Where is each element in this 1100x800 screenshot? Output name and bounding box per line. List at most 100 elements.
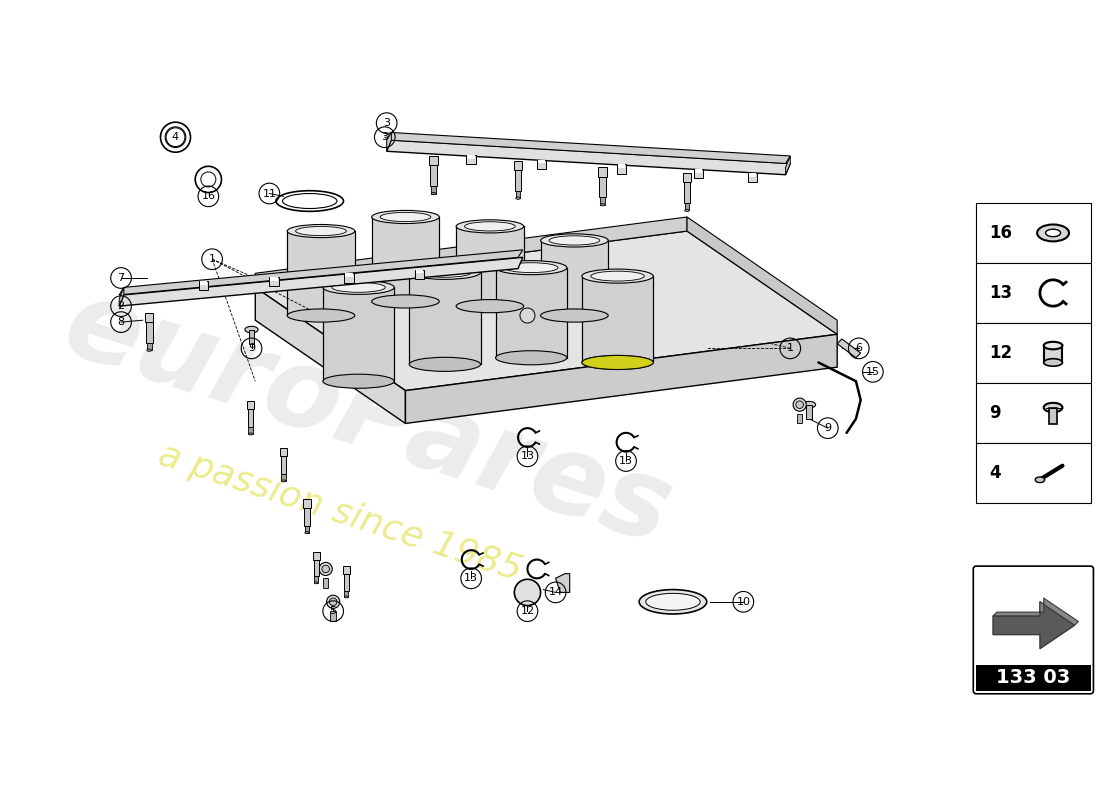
Text: 133 03: 133 03 bbox=[997, 668, 1070, 687]
Bar bbox=[748, 173, 758, 182]
Text: 14: 14 bbox=[549, 587, 563, 598]
Polygon shape bbox=[556, 574, 570, 593]
Ellipse shape bbox=[319, 562, 332, 575]
Bar bbox=[249, 427, 253, 434]
Polygon shape bbox=[387, 133, 790, 163]
Ellipse shape bbox=[1044, 342, 1063, 350]
Bar bbox=[330, 611, 336, 621]
Bar bbox=[344, 574, 349, 590]
Polygon shape bbox=[582, 276, 653, 362]
Polygon shape bbox=[785, 156, 790, 174]
FancyBboxPatch shape bbox=[976, 323, 1090, 383]
Bar bbox=[600, 177, 606, 198]
Ellipse shape bbox=[409, 358, 481, 371]
Ellipse shape bbox=[1046, 229, 1060, 237]
Ellipse shape bbox=[327, 595, 340, 608]
Bar bbox=[271, 277, 278, 281]
Bar bbox=[516, 190, 520, 198]
Ellipse shape bbox=[540, 234, 608, 247]
Bar bbox=[684, 203, 690, 210]
Ellipse shape bbox=[287, 309, 355, 322]
Text: 11: 11 bbox=[263, 189, 276, 198]
Bar bbox=[147, 342, 152, 350]
Text: 13: 13 bbox=[520, 451, 535, 462]
Polygon shape bbox=[255, 217, 688, 287]
Ellipse shape bbox=[305, 531, 309, 534]
Ellipse shape bbox=[296, 226, 346, 236]
Ellipse shape bbox=[582, 355, 653, 370]
Text: 3: 3 bbox=[382, 132, 388, 142]
Ellipse shape bbox=[803, 402, 815, 408]
Bar bbox=[145, 313, 153, 322]
Circle shape bbox=[520, 308, 535, 323]
Bar bbox=[617, 165, 626, 174]
Bar bbox=[749, 173, 757, 177]
Polygon shape bbox=[993, 598, 1078, 626]
Ellipse shape bbox=[505, 262, 558, 273]
Text: 4: 4 bbox=[172, 132, 179, 142]
Bar bbox=[617, 165, 625, 168]
Text: 13: 13 bbox=[464, 574, 478, 583]
Text: 9: 9 bbox=[248, 343, 255, 354]
Polygon shape bbox=[409, 272, 481, 364]
FancyBboxPatch shape bbox=[976, 203, 1090, 263]
Ellipse shape bbox=[540, 309, 608, 322]
Ellipse shape bbox=[464, 222, 515, 231]
Bar bbox=[694, 169, 703, 178]
Bar bbox=[246, 401, 254, 410]
Bar bbox=[429, 156, 438, 166]
Bar bbox=[305, 526, 309, 533]
Bar bbox=[199, 281, 208, 290]
Ellipse shape bbox=[1035, 477, 1045, 482]
Bar bbox=[431, 186, 436, 194]
Bar bbox=[538, 160, 546, 163]
Ellipse shape bbox=[496, 350, 566, 365]
Polygon shape bbox=[456, 226, 524, 306]
Ellipse shape bbox=[409, 266, 481, 279]
Ellipse shape bbox=[601, 204, 605, 206]
Bar bbox=[343, 566, 350, 574]
Bar bbox=[1049, 407, 1057, 425]
Ellipse shape bbox=[549, 236, 600, 245]
Ellipse shape bbox=[456, 220, 524, 233]
Ellipse shape bbox=[418, 267, 472, 278]
Polygon shape bbox=[119, 250, 522, 295]
Ellipse shape bbox=[793, 398, 806, 411]
Bar bbox=[684, 182, 691, 203]
Polygon shape bbox=[119, 287, 124, 306]
Ellipse shape bbox=[372, 210, 439, 223]
Ellipse shape bbox=[1037, 225, 1069, 242]
Bar bbox=[280, 456, 286, 474]
Ellipse shape bbox=[1044, 358, 1063, 366]
Bar bbox=[345, 274, 353, 277]
Bar bbox=[430, 166, 437, 186]
Polygon shape bbox=[287, 231, 355, 315]
Bar bbox=[976, 665, 1090, 691]
Bar bbox=[415, 270, 425, 279]
Text: 8: 8 bbox=[118, 317, 124, 327]
Text: 15: 15 bbox=[866, 367, 880, 377]
Polygon shape bbox=[837, 339, 860, 358]
Text: 4: 4 bbox=[989, 464, 1001, 482]
Polygon shape bbox=[387, 133, 392, 151]
Bar bbox=[537, 160, 547, 169]
Bar bbox=[282, 474, 286, 481]
Bar bbox=[598, 167, 607, 177]
Ellipse shape bbox=[329, 598, 337, 606]
Ellipse shape bbox=[591, 271, 645, 281]
Ellipse shape bbox=[322, 565, 329, 573]
Text: 1: 1 bbox=[786, 343, 794, 354]
Bar bbox=[314, 552, 320, 559]
FancyBboxPatch shape bbox=[976, 263, 1090, 323]
Ellipse shape bbox=[249, 433, 253, 435]
Text: 10: 10 bbox=[736, 597, 750, 606]
Bar bbox=[468, 155, 475, 158]
Ellipse shape bbox=[323, 280, 394, 294]
Ellipse shape bbox=[332, 282, 385, 292]
Ellipse shape bbox=[344, 596, 349, 598]
Polygon shape bbox=[496, 268, 566, 358]
Circle shape bbox=[515, 579, 540, 606]
Polygon shape bbox=[540, 241, 608, 315]
Bar bbox=[683, 173, 691, 182]
Text: 16: 16 bbox=[201, 191, 216, 202]
